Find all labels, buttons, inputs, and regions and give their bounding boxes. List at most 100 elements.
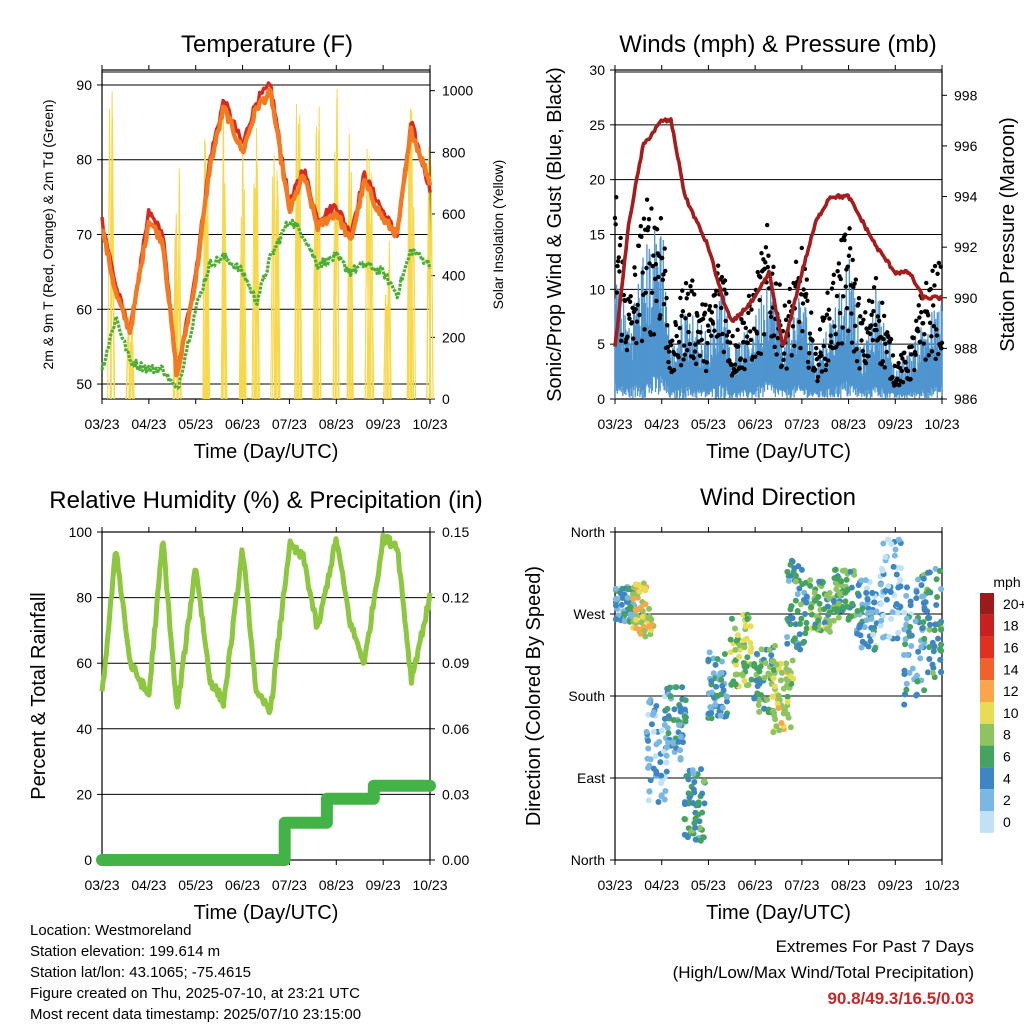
y-axis-label-right: Solar Insolation (Yellow) xyxy=(490,160,506,310)
gust-point xyxy=(726,329,732,335)
gust-point xyxy=(787,286,793,292)
gust-point xyxy=(693,342,698,347)
direction-point xyxy=(789,657,796,664)
gust-point xyxy=(748,329,753,334)
direction-point xyxy=(882,554,889,561)
direction-point xyxy=(761,705,768,712)
direction-point xyxy=(744,654,751,661)
direction-point xyxy=(673,684,680,691)
direction-point xyxy=(882,587,889,594)
direction-point xyxy=(797,620,804,627)
solar-spike xyxy=(407,215,413,400)
y-axis-label: Sonic/Prop Wind & Gust (Blue, Black) xyxy=(544,67,566,402)
gust-point xyxy=(884,349,889,355)
y-tick-label: 80 xyxy=(76,590,92,606)
gust-point xyxy=(631,336,636,341)
gust-point xyxy=(735,327,740,333)
direction-point xyxy=(689,799,696,806)
direction-point xyxy=(713,683,720,690)
direction-point xyxy=(646,788,653,795)
legend-swatch xyxy=(980,593,994,615)
direction-point xyxy=(748,676,755,683)
direction-point xyxy=(845,616,852,623)
direction-point xyxy=(644,755,651,762)
gust-point xyxy=(719,274,725,280)
direction-point xyxy=(812,597,819,604)
gust-point xyxy=(613,222,618,227)
direction-point xyxy=(645,737,652,744)
direction-point xyxy=(913,691,920,698)
extremes-values: 90.8/49.3/16.5/0.03 xyxy=(827,989,974,1008)
gust-point xyxy=(627,299,633,304)
direction-point xyxy=(778,669,785,676)
y-tick-label-right: 800 xyxy=(442,144,466,160)
direction-point xyxy=(677,747,684,754)
gust-point xyxy=(679,313,684,319)
gust-point xyxy=(929,349,935,354)
direction-point xyxy=(769,693,776,700)
solar-spike xyxy=(409,109,415,400)
direction-point xyxy=(648,621,655,628)
gust-point xyxy=(917,315,922,320)
direction-point xyxy=(921,687,928,694)
direction-point xyxy=(787,673,794,680)
direction-point xyxy=(784,698,791,705)
gust-point xyxy=(766,253,771,258)
gust-point xyxy=(781,357,786,363)
gust-point xyxy=(763,245,769,250)
gust-point xyxy=(856,301,861,307)
station-info: Location: Westmoreland Station elevation… xyxy=(30,920,361,1025)
direction-point xyxy=(785,714,792,721)
direction-point xyxy=(646,605,653,612)
direction-point xyxy=(901,609,908,616)
gust-point xyxy=(683,316,688,321)
gust-point xyxy=(932,283,937,288)
gust-point xyxy=(911,335,916,341)
series-rh xyxy=(99,532,433,716)
gust-point xyxy=(807,350,812,356)
gust-point xyxy=(842,232,848,237)
gust-point xyxy=(636,243,642,248)
gust-point xyxy=(705,323,711,328)
gust-point xyxy=(852,281,857,286)
direction-point xyxy=(761,674,768,681)
direction-point xyxy=(658,772,665,779)
gust-point xyxy=(842,237,847,243)
direction-point xyxy=(730,678,737,685)
y-tick-label: North xyxy=(571,852,605,868)
solar-spike xyxy=(204,217,210,400)
gust-point xyxy=(933,356,938,362)
gust-point xyxy=(683,280,689,286)
direction-point xyxy=(784,678,791,685)
direction-point xyxy=(655,798,662,805)
direction-point xyxy=(787,724,794,731)
gust-point xyxy=(721,349,726,355)
gust-point xyxy=(612,215,618,221)
direction-point xyxy=(736,646,743,653)
direction-point xyxy=(926,656,933,663)
x-tick-label: 08/23 xyxy=(831,877,866,893)
direction-point xyxy=(797,646,804,653)
direction-point xyxy=(686,794,693,801)
gust-point xyxy=(902,350,907,355)
gust-point xyxy=(684,296,689,301)
direction-point xyxy=(677,708,684,715)
y-tick-label-right: 998 xyxy=(954,87,978,103)
gust-point xyxy=(691,355,696,361)
gust-point xyxy=(939,346,944,351)
direction-point xyxy=(885,583,892,590)
gust-point xyxy=(890,353,896,358)
direction-point xyxy=(768,652,775,659)
gust-point xyxy=(920,321,926,326)
series-precip xyxy=(96,779,436,866)
y-tick-label: 0 xyxy=(597,391,605,407)
y-tick-label: 90 xyxy=(76,77,92,93)
gust-point xyxy=(768,310,773,315)
direction-point xyxy=(723,713,730,720)
direction-point xyxy=(639,613,646,620)
gust-point xyxy=(863,310,868,315)
gust-point xyxy=(741,320,747,325)
direction-point xyxy=(772,716,779,723)
gust-point xyxy=(819,353,824,358)
gust-point xyxy=(826,307,832,312)
